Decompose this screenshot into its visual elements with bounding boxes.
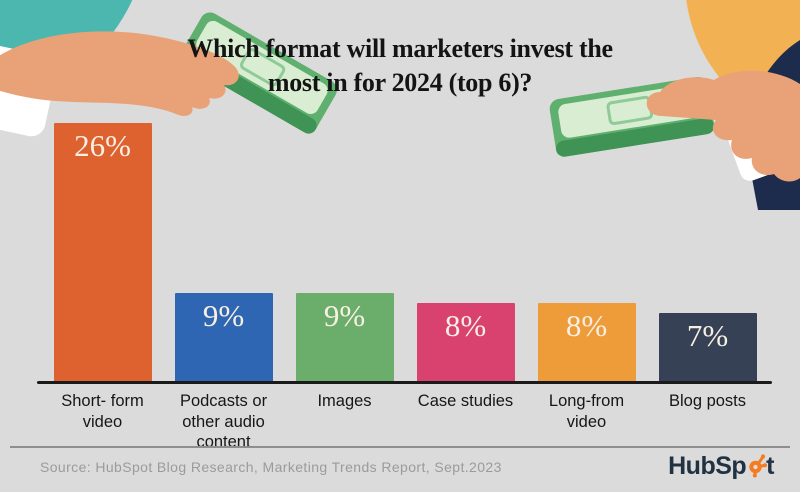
chart-title-line2: most in for 2024 (top 6)? — [267, 68, 533, 98]
hand-giving-money-icon — [0, 12, 337, 137]
footer-divider — [10, 446, 790, 448]
bar-column-case-studies: 8% — [405, 303, 526, 383]
hubspot-logo-suffix: t — [766, 452, 774, 480]
hubspot-sprocket-icon — [749, 453, 768, 477]
category-label-long-from-video: Long-from video — [548, 392, 625, 431]
chart-title: Which format will marketers invest the m… — [0, 32, 800, 101]
category-label-blog-posts: Blog posts — [668, 392, 747, 410]
category-label-podcasts-or-other-audio-content: Podcasts or other audio content — [179, 392, 268, 452]
hubspot-logo-prefix: HubSp — [668, 452, 747, 480]
bar-column-podcasts-or-other-audio-content: 9% — [163, 293, 284, 383]
bar-blog-posts: 7% — [658, 313, 757, 383]
bar-column-short-form-video: 26% — [42, 123, 163, 383]
bar-value-label-images: 9% — [323, 298, 366, 333]
hand-left-icon — [0, 31, 239, 116]
category-label-images: Images — [317, 392, 372, 410]
bar-column-images: 9% — [284, 293, 405, 383]
bar-images: 9% — [295, 293, 394, 383]
bar-value-label-case-studies: 8% — [444, 308, 487, 343]
bar-podcasts-or-other-audio-content: 9% — [174, 293, 273, 383]
bar-column-blog-posts: 7% — [647, 313, 768, 383]
x-axis-line — [37, 381, 772, 384]
labels-row: Short- form video Podcasts or other audio… — [42, 391, 768, 453]
bar-value-label-short-form-video: 26% — [74, 128, 131, 163]
hand-right-icon — [646, 70, 800, 182]
chart-title-line1: Which format will marketers invest the — [187, 34, 613, 63]
bar-value-label-podcasts-or-other-audio-content: 9% — [202, 298, 245, 333]
bar-value-label-blog-posts: 7% — [686, 318, 729, 353]
category-label-short-form-video: Short- form video — [61, 392, 144, 431]
bar-long-from-video: 8% — [537, 303, 636, 383]
hubspot-logo: HubSp t — [668, 452, 774, 481]
bar-short-form-video: 26% — [53, 123, 152, 383]
bars-row: 26% 9% 9% 8% 8% 7% — [42, 123, 768, 383]
bar-value-label-long-from-video: 8% — [565, 308, 608, 343]
hand-receiving-money-icon — [549, 40, 800, 210]
bar-column-long-from-video: 8% — [526, 303, 647, 383]
bar-case-studies: 8% — [416, 303, 515, 383]
category-label-case-studies: Case studies — [417, 392, 514, 410]
source-text: Source: HubSpot Blog Research, Marketing… — [40, 459, 502, 475]
